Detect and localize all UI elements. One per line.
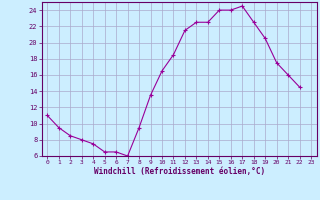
X-axis label: Windchill (Refroidissement éolien,°C): Windchill (Refroidissement éolien,°C)	[94, 167, 265, 176]
